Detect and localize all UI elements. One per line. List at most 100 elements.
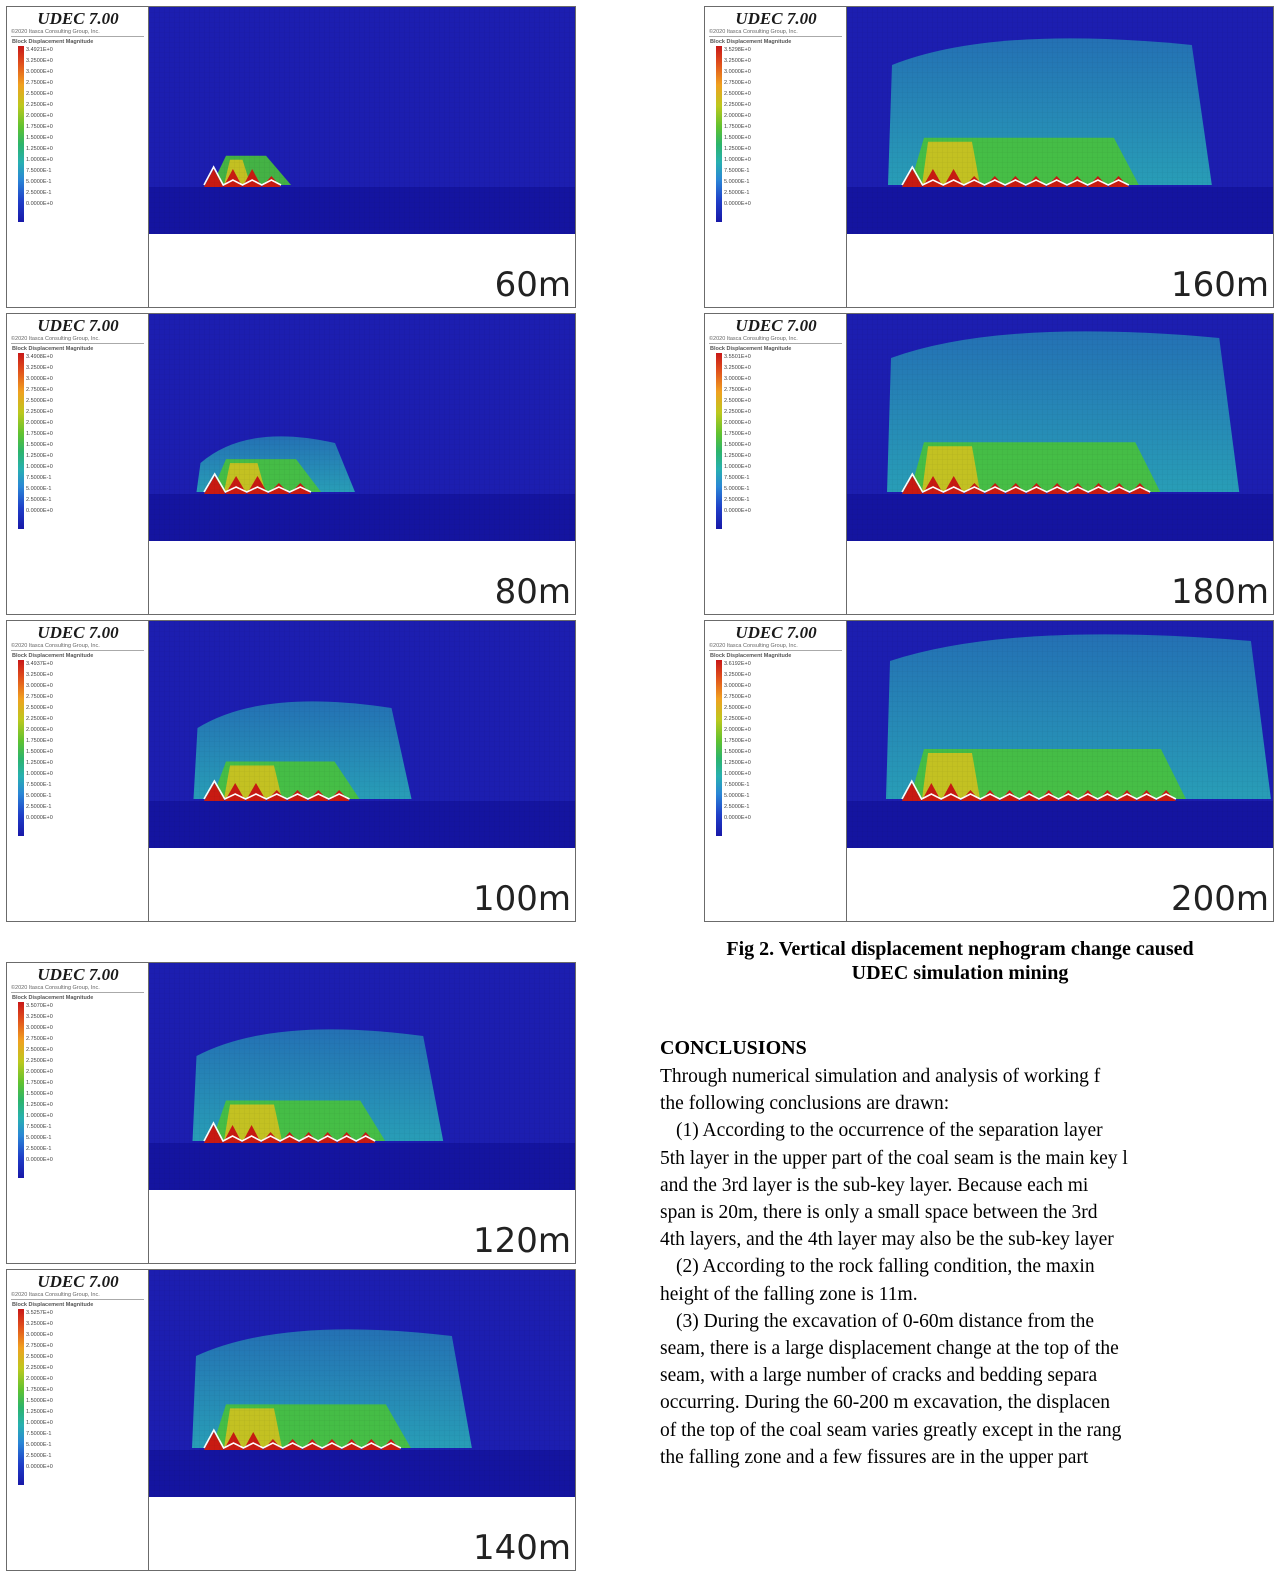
nephogram-svg (847, 621, 1273, 848)
legend-tick: 1.0000E+0 (724, 771, 751, 777)
nephogram-panel-60m: UDEC 7.00 ©2020 Itasca Consulting Group, … (6, 6, 576, 308)
legend-ticks: 3.4921E+0 3.2500E+0 3.0000E+0 2.7500E+0 2.50… (26, 45, 53, 210)
legend-max-tick: 3.4908E+0 (26, 354, 53, 360)
conclusion-line: (3) During the excavation of 0-60m dista… (676, 1310, 1095, 1332)
legend-tick: 3.2500E+0 (26, 58, 53, 64)
legend-label: Block Displacement Magnitude (710, 39, 792, 45)
legend-max-tick: 3.5257E+0 (26, 1310, 53, 1316)
color-scale-bar (18, 1002, 24, 1178)
legend-label: Block Displacement Magnitude (12, 995, 94, 1001)
nephogram-panel-100m: UDEC 7.00 ©2020 Itasca Consulting Group, … (6, 620, 576, 922)
legend-tick: 1.5000E+0 (26, 1398, 53, 1404)
legend-ticks: 3.5070E+0 3.2500E+0 3.0000E+0 2.7500E+0 2.50… (26, 1001, 53, 1166)
advance-distance-label: 180m (1170, 572, 1269, 612)
legend-tick: 1.5000E+0 (26, 749, 53, 755)
conclusion-line: span is 20m, there is only a small space… (660, 1202, 1098, 1224)
legend-tick: 0.0000E+0 (26, 1157, 53, 1163)
legend-tick: 1.7500E+0 (26, 1080, 53, 1086)
conclusion-line: height of the falling zone is 11m. (660, 1283, 918, 1305)
copyright-text: ©2020 Itasca Consulting Group, Inc. (11, 643, 100, 649)
conclusion-line: seam, there is a large displacement chan… (660, 1338, 1119, 1360)
color-scale-bar (18, 1309, 24, 1485)
legend-tick: 2.0000E+0 (26, 727, 53, 733)
legend-tick: 5.0000E-1 (26, 486, 52, 492)
legend-tick: 2.5000E+0 (26, 705, 53, 711)
legend-tick: 2.0000E+0 (724, 420, 751, 426)
legend-tick: 2.7500E+0 (26, 1343, 53, 1349)
displacement-plot: 100m (149, 621, 575, 921)
legend-tick: 1.7500E+0 (26, 738, 53, 744)
legend-tick: 7.5000E-1 (26, 475, 52, 481)
legend-tick: 5.0000E-1 (724, 486, 750, 492)
legend-tick: 2.0000E+0 (26, 420, 53, 426)
legend-tick: 1.7500E+0 (26, 431, 53, 437)
legend-tick: 3.0000E+0 (26, 683, 53, 689)
legend: UDEC 7.00 ©2020 Itasca Consulting Group, … (705, 314, 847, 614)
legend-ticks: 3.4937E+0 3.2500E+0 3.0000E+0 2.7500E+0 2.50… (26, 659, 53, 824)
legend-ticks: 3.6192E+0 3.2500E+0 3.0000E+0 2.7500E+0 2.50… (724, 659, 751, 824)
legend-tick: 2.2500E+0 (26, 409, 53, 415)
mesh-grid (847, 7, 1273, 234)
legend-tick: 3.0000E+0 (724, 376, 751, 382)
color-scale-bar (18, 353, 24, 529)
software-title: UDEC 7.00 (37, 965, 119, 984)
legend-tick: 3.0000E+0 (26, 376, 53, 382)
color-scale-bar (18, 46, 24, 222)
legend-tick: 7.5000E-1 (724, 782, 750, 788)
nephogram-svg (149, 314, 575, 541)
color-scale-bar (716, 46, 722, 222)
legend-tick: 2.7500E+0 (724, 80, 751, 86)
legend-tick: 2.0000E+0 (724, 727, 751, 733)
displacement-plot: 160m (847, 7, 1273, 307)
legend-tick: 0.0000E+0 (26, 1464, 53, 1470)
copyright-text: ©2020 Itasca Consulting Group, Inc. (11, 29, 100, 35)
conclusion-line: occurring. During the 60-200 m excavatio… (660, 1392, 1110, 1414)
legend-tick: 1.0000E+0 (724, 157, 751, 163)
conclusion-line: and the 3rd layer is the sub-key layer. … (660, 1174, 1089, 1196)
legend-tick: 7.5000E-1 (26, 168, 52, 174)
mesh-grid (149, 621, 575, 848)
legend-tick: 3.0000E+0 (724, 69, 751, 75)
legend: UDEC 7.00 ©2020 Itasca Consulting Group, … (7, 963, 149, 1263)
legend: UDEC 7.00 ©2020 Itasca Consulting Group, … (7, 314, 149, 614)
legend-tick: 5.0000E-1 (724, 793, 750, 799)
copyright-text: ©2020 Itasca Consulting Group, Inc. (709, 336, 798, 342)
legend-tick: 2.0000E+0 (724, 113, 751, 119)
legend-tick: 2.5000E-1 (724, 190, 750, 196)
section-heading: CONCLUSIONS (660, 1037, 807, 1059)
legend-tick: 2.7500E+0 (26, 694, 53, 700)
legend-tick: 2.0000E+0 (26, 1069, 53, 1075)
legend-tick: 1.5000E+0 (26, 442, 53, 448)
legend-tick: 2.5000E-1 (724, 804, 750, 810)
legend-tick: 2.2500E+0 (26, 102, 53, 108)
legend-tick: 1.7500E+0 (724, 738, 751, 744)
legend-max-tick: 3.5298E+0 (724, 47, 751, 53)
legend-tick: 2.2500E+0 (724, 102, 751, 108)
color-scale-bar (716, 353, 722, 529)
conclusion-line: (1) According to the occurrence of the s… (676, 1120, 1103, 1142)
advance-distance-label: 100m (472, 879, 571, 919)
legend-tick: 2.7500E+0 (26, 387, 53, 393)
mesh-grid (149, 963, 575, 1190)
nephogram-svg (149, 963, 575, 1190)
legend-tick: 7.5000E-1 (724, 168, 750, 174)
legend-max-tick: 3.5501E+0 (724, 354, 751, 360)
legend-tick: 2.7500E+0 (26, 1036, 53, 1042)
legend-tick: 3.2500E+0 (724, 365, 751, 371)
nephogram-svg (149, 621, 575, 848)
legend-tick: 2.5000E+0 (26, 1354, 53, 1360)
advance-distance-label: 120m (472, 1221, 571, 1261)
legend-tick: 1.7500E+0 (724, 124, 751, 130)
legend-tick: 0.0000E+0 (26, 201, 53, 207)
legend-tick: 2.2500E+0 (26, 716, 53, 722)
nephogram-panel-80m: UDEC 7.00 ©2020 Itasca Consulting Group, … (6, 313, 576, 615)
legend-tick: 3.0000E+0 (26, 1332, 53, 1338)
legend-ticks: 3.5298E+0 3.2500E+0 3.0000E+0 2.7500E+0 2.50… (724, 45, 751, 210)
legend-tick: 2.2500E+0 (724, 409, 751, 415)
legend-tick: 1.5000E+0 (724, 749, 751, 755)
mesh-grid (847, 314, 1273, 541)
legend-tick: 3.2500E+0 (26, 1321, 53, 1327)
nephogram-svg (847, 314, 1273, 541)
conclusion-line: 5th layer in the upper part of the coal … (660, 1147, 1128, 1169)
advance-distance-label: 160m (1170, 265, 1269, 305)
